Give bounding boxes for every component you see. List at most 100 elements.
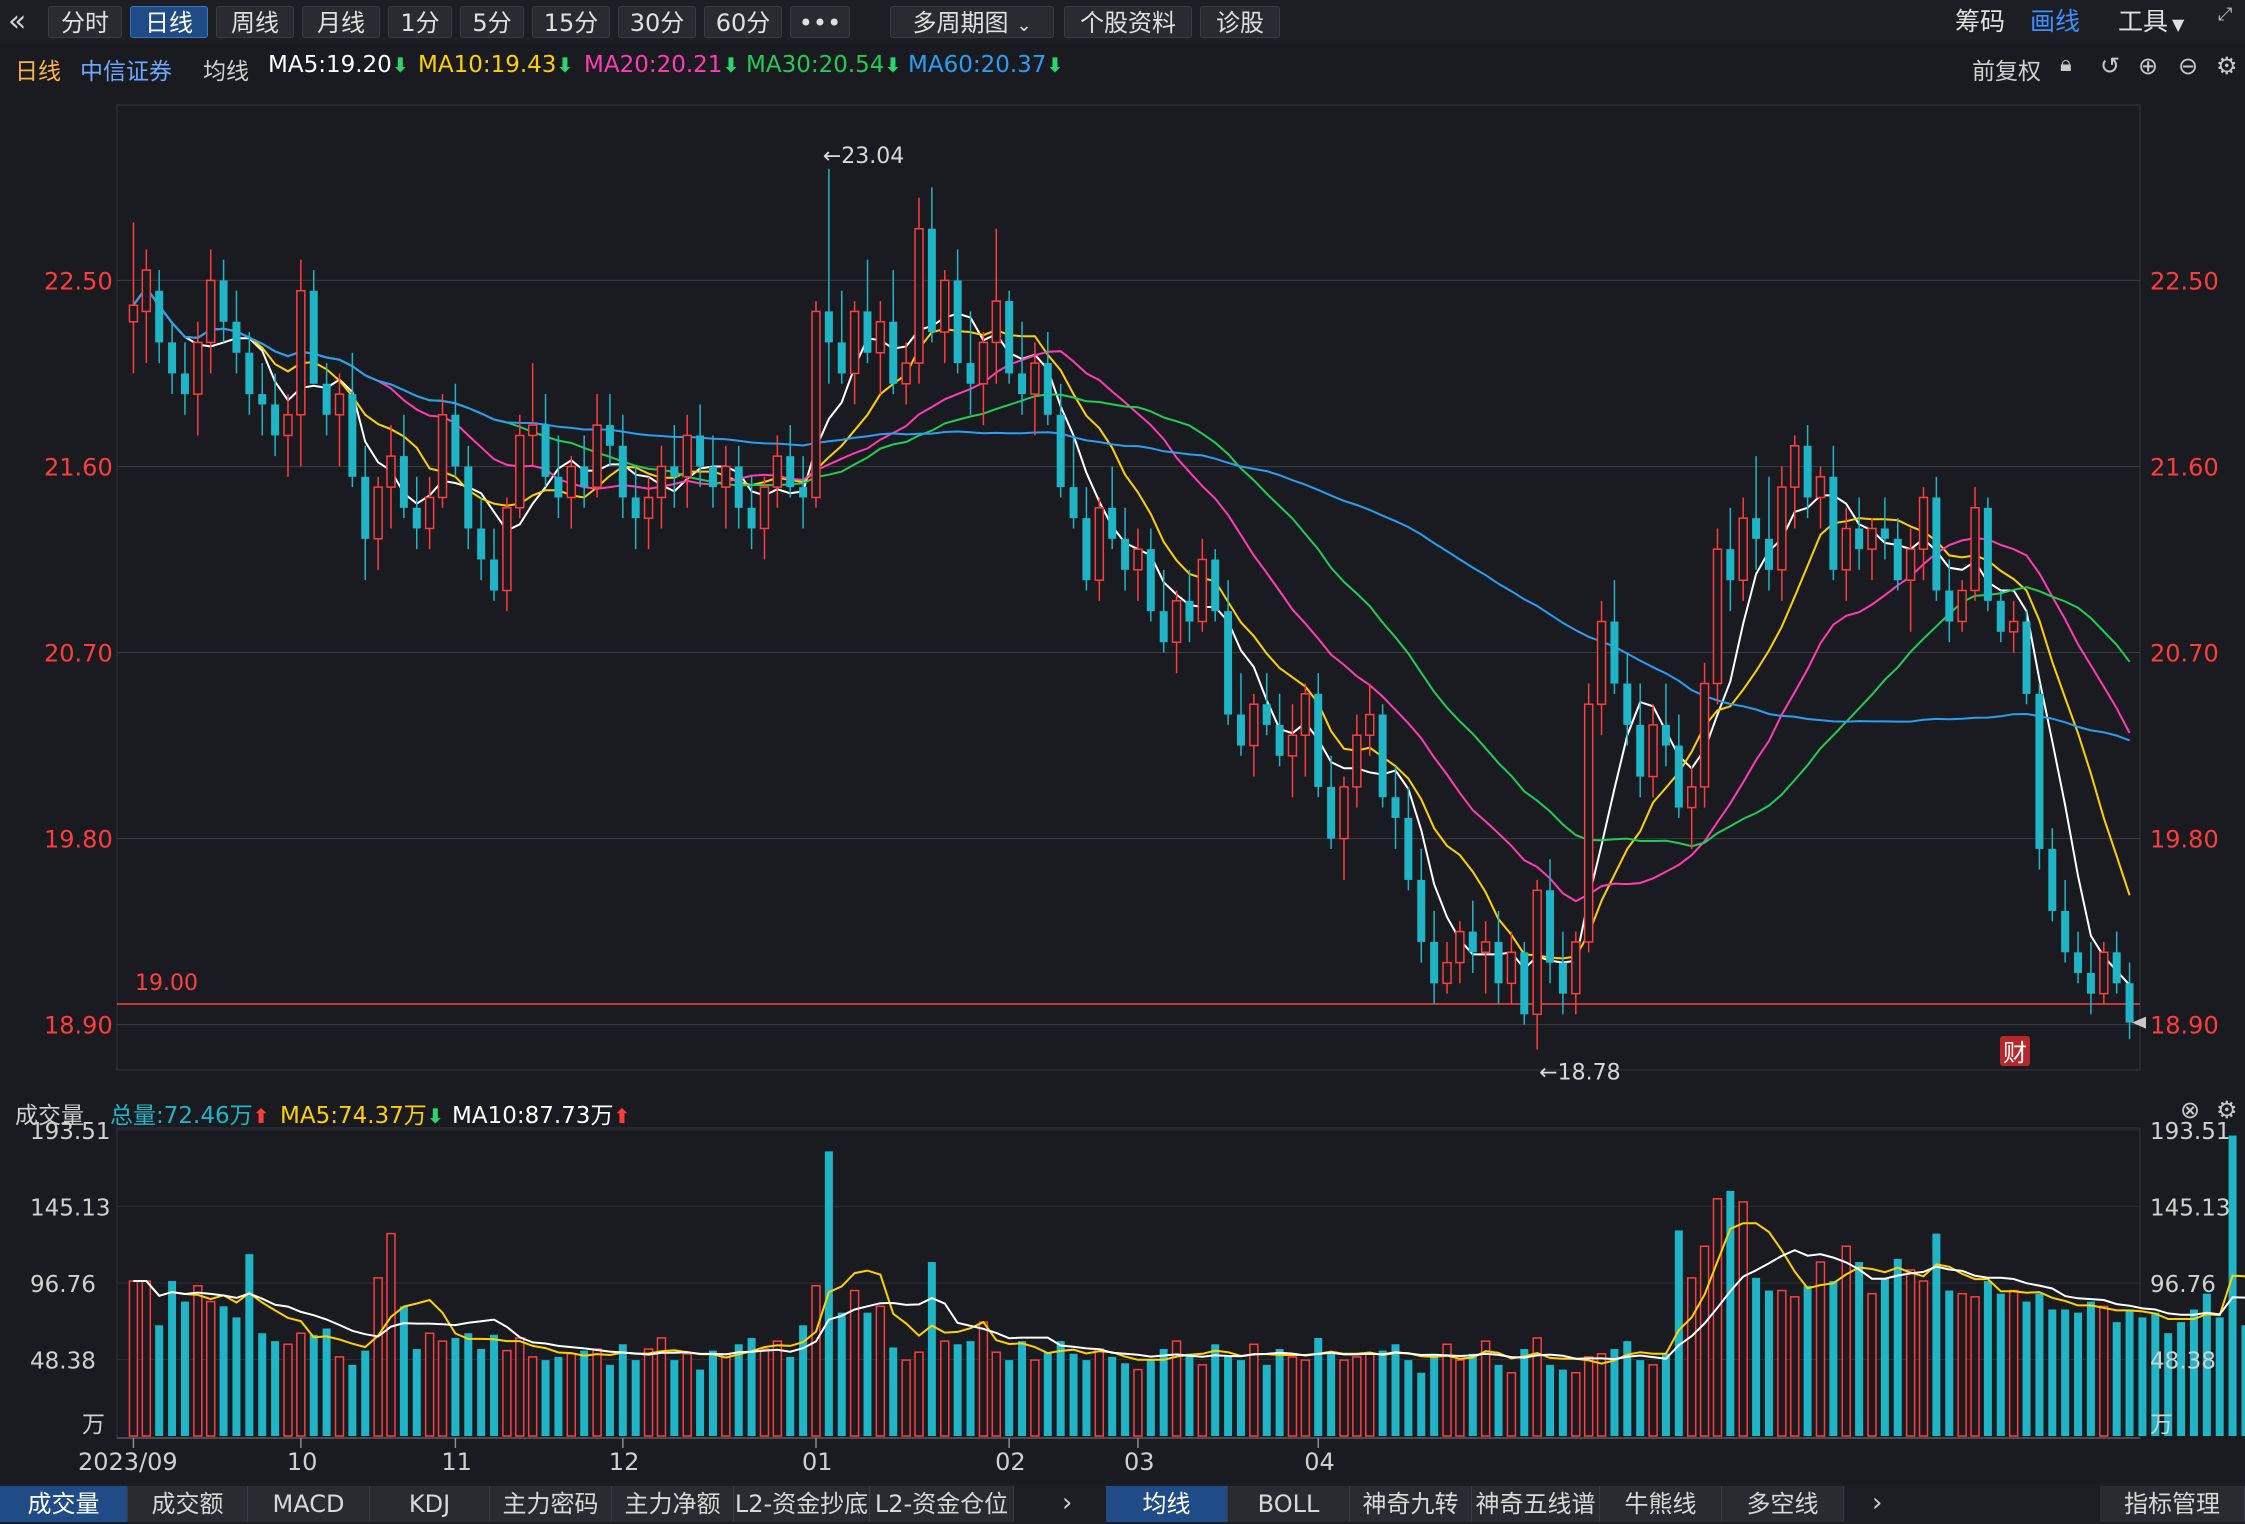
- candle-body: [1468, 931, 1477, 953]
- candle-body: [490, 559, 499, 591]
- period-button-0[interactable]: 分时: [48, 6, 122, 38]
- candle-body: [1094, 507, 1105, 581]
- indicator-tab-4[interactable]: 主力密码: [490, 1486, 612, 1522]
- period-button-2[interactable]: 周线: [216, 6, 294, 38]
- kline-chart[interactable]: 22.50 22.50 21.60 21.60 20.70 20.70 19.80 19.80…: [0, 86, 2245, 1484]
- stock-info-button[interactable]: 个股资料: [1064, 6, 1192, 38]
- tools-button[interactable]: 工具 ▼: [2118, 7, 2185, 36]
- zoom-out-icon[interactable]: ⊖: [2178, 52, 2199, 80]
- overlay-tab-1[interactable]: BOLL: [1228, 1486, 1350, 1522]
- volume-bar: [991, 1351, 1002, 1437]
- candle-body: [1236, 714, 1245, 746]
- indicator-manage-button[interactable]: 指标管理: [2100, 1486, 2245, 1522]
- chips-button[interactable]: 筹码: [1955, 7, 2006, 36]
- indicator-tab-1[interactable]: 成交额: [128, 1486, 248, 1522]
- candle-body: [309, 290, 318, 384]
- ma-label[interactable]: 均线: [203, 59, 249, 85]
- indicator-tab-2[interactable]: MACD: [248, 1486, 370, 1522]
- volume-bar: [1108, 1356, 1117, 1436]
- period-button-3[interactable]: 月线: [302, 6, 380, 38]
- volume-tick-label-right: 48.38: [2150, 1348, 2216, 1374]
- period-button-1[interactable]: 日线: [130, 6, 208, 38]
- zoom-in-icon[interactable]: ⊕: [2138, 52, 2159, 80]
- volume-bar: [1596, 1353, 1607, 1437]
- volume-bar: [334, 1356, 345, 1437]
- volume-bar: [966, 1341, 975, 1436]
- volume-bar: [205, 1300, 216, 1437]
- fullscreen-icon[interactable]: ⤢: [2218, 4, 2233, 25]
- multi-period-button[interactable]: 多周期图 ⌄: [890, 6, 1054, 38]
- indicator-tab-5[interactable]: 主力净额: [612, 1486, 734, 1522]
- indicator-tab-7[interactable]: L2-资金仓位: [870, 1486, 1014, 1522]
- chevron-down-icon: ⌄: [1016, 15, 1032, 36]
- ma5-line: [132, 285, 2131, 986]
- ma10-value: MA10:19.43⬇: [418, 52, 574, 78]
- period-button-7[interactable]: 30分: [618, 6, 696, 38]
- volume-bar: [1275, 1349, 1284, 1436]
- candle-body: [1546, 890, 1555, 963]
- volume-bar: [168, 1281, 177, 1436]
- volume-bar: [786, 1356, 795, 1436]
- volume-bar: [1417, 1372, 1426, 1436]
- overlay-tab-3[interactable]: 神奇五线谱: [1472, 1486, 1600, 1522]
- candle-body: [1365, 713, 1375, 736]
- volume-bar: [502, 1349, 512, 1437]
- volume-bar: [566, 1353, 577, 1437]
- volume-bar: [361, 1350, 370, 1436]
- volume-bar: [141, 1280, 152, 1437]
- indicator-tab-0[interactable]: 成交量: [0, 1486, 128, 1522]
- candle-body: [155, 290, 164, 343]
- volume-bar: [1532, 1337, 1542, 1437]
- draw-line-button[interactable]: 画线: [2030, 7, 2081, 36]
- volume-tick-label-right: 万: [2150, 1412, 2173, 1438]
- price-grid: [0, 104, 2245, 1484]
- volume-bar: [1146, 1360, 1155, 1436]
- overlay-tab-5[interactable]: 多空线: [1722, 1486, 1844, 1522]
- volume-bar: [1378, 1350, 1387, 1436]
- volume-ma-lines: [133, 1222, 2245, 1365]
- volume-bar: [927, 1262, 936, 1436]
- diagnose-button[interactable]: 诊股: [1200, 6, 1280, 38]
- candle-body: [1455, 930, 1465, 964]
- undo-icon[interactable]: ↺: [2100, 52, 2121, 80]
- indicator-tab-3[interactable]: KDJ: [370, 1486, 490, 1522]
- volume-bar: [232, 1317, 241, 1436]
- candle-body: [232, 321, 241, 353]
- volume-bar: [889, 1347, 898, 1436]
- candle-body: [334, 393, 345, 416]
- volume-tick-label-left: 万: [82, 1412, 105, 1438]
- close-panel-icon[interactable]: ⊗: [2180, 1096, 2201, 1124]
- period-button-9[interactable]: •••: [790, 6, 850, 38]
- candle-body: [1841, 527, 1851, 571]
- tabs-right-arrow-icon[interactable]: ›: [1872, 1488, 1883, 1518]
- period-button-8[interactable]: 60分: [704, 6, 782, 38]
- up-arrow-icon: ⬆: [252, 1104, 270, 1128]
- candle-body: [1275, 724, 1284, 756]
- volume-bar: [373, 1277, 383, 1437]
- volume-bar: [1043, 1352, 1052, 1436]
- candle-body: [1583, 703, 1594, 943]
- volume-settings-icon[interactable]: ⚙: [2216, 1096, 2238, 1124]
- settings-icon[interactable]: ⚙: [2216, 52, 2238, 80]
- volume-bar: [128, 1280, 139, 1437]
- adjust-button[interactable]: 前复权: [1972, 59, 2041, 85]
- indicator-tab-6[interactable]: L2-资金抄底: [734, 1486, 870, 1522]
- tabs-left-arrow-icon[interactable]: ›: [1062, 1488, 1073, 1518]
- lock-icon[interactable]: 🔒︎: [2060, 52, 2072, 77]
- period-button-4[interactable]: 1分: [388, 6, 452, 38]
- period-button-6[interactable]: 15分: [532, 6, 610, 38]
- period-button-5[interactable]: 5分: [460, 6, 524, 38]
- candle-body: [940, 279, 950, 333]
- volume-bar: [1803, 1285, 1812, 1436]
- candle-body: [1442, 961, 1452, 985]
- volume-bar: [2202, 1293, 2211, 1436]
- overlay-tab-4[interactable]: 牛熊线: [1600, 1486, 1722, 1522]
- candle-body: [1030, 362, 1040, 395]
- broker-label[interactable]: 中信证券: [80, 59, 172, 85]
- collapse-icon[interactable]: «: [8, 4, 27, 39]
- overlay-tab-0[interactable]: 均线: [1106, 1486, 1228, 1522]
- volume-bar: [875, 1305, 886, 1437]
- volume-bar: [245, 1254, 254, 1436]
- overlay-tab-2[interactable]: 神奇九转: [1350, 1486, 1472, 1522]
- volume-bar: [863, 1312, 872, 1436]
